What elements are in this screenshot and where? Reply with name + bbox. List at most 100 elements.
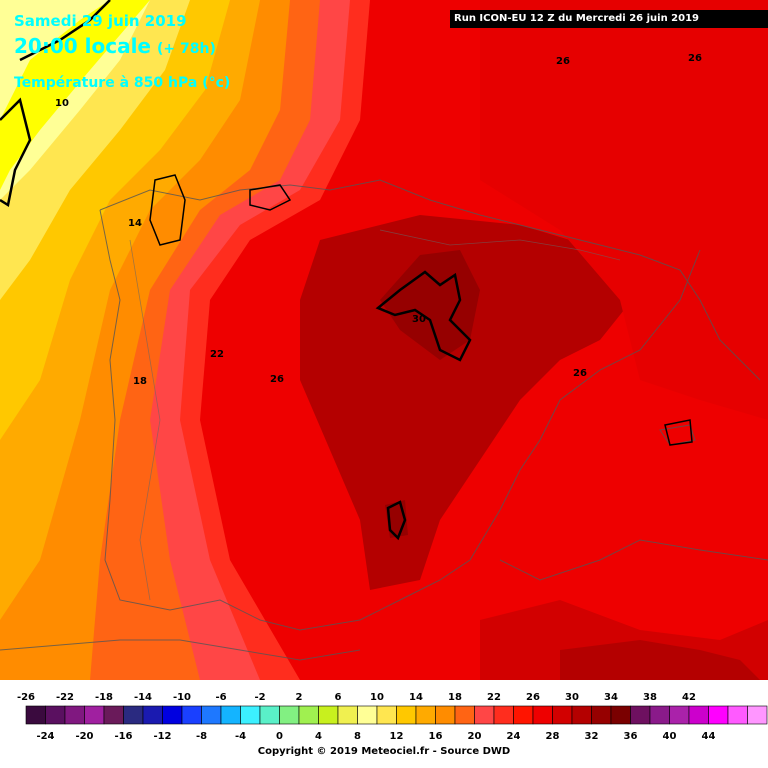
legend-swatch (357, 705, 378, 725)
legend-swatch (337, 705, 358, 725)
iso-label-26-northeast: 26 (688, 53, 702, 64)
legend-swatch (649, 705, 670, 725)
map-parameter: Température à 850 hPa (°c) (14, 75, 231, 91)
legend-bottom-label: -4 (235, 731, 246, 742)
legend-top-label: 2 (296, 692, 303, 703)
legend-bottom-label: -12 (153, 731, 171, 742)
legend-bottom-label: -8 (196, 731, 207, 742)
band-cold-core (0, 0, 150, 190)
isotherm-ring-c (664, 419, 693, 446)
legend-bottom-label: 20 (468, 731, 482, 742)
legend-swatches (25, 705, 768, 725)
iso-label-26-north: 26 (556, 56, 570, 67)
iso-label-18: 18 (133, 376, 147, 387)
legend-bottom-label: -16 (114, 731, 132, 742)
map-date: Samedi 29 juin 2019 (14, 12, 187, 30)
legend-top-label: 30 (565, 692, 579, 703)
iso-label-26-west: 26 (270, 374, 284, 385)
legend-swatch (396, 705, 417, 725)
iso-label-22: 22 (210, 349, 224, 360)
iso-label-26-east: 26 (573, 368, 587, 379)
legend-swatch (298, 705, 319, 725)
isotherm-30 (375, 270, 472, 362)
band-28 (300, 215, 640, 590)
band-northeast (480, 0, 768, 420)
copyright: Copyright © 2019 Meteociel.fr - Source D… (258, 746, 510, 757)
legend-top-labels: -26 -22 -18 -14 -10 -6 -2 2 6 10 14 18 22 26 30 34 38 42 (17, 692, 696, 703)
legend-swatch (474, 705, 495, 725)
legend-swatch (240, 705, 261, 725)
legend-bottom-label: 40 (663, 731, 677, 742)
legend-top-label: -10 (173, 692, 191, 703)
legend-bottom-label: -20 (75, 731, 93, 742)
legend-swatch (493, 705, 514, 725)
coastlines (0, 179, 768, 661)
legend-top-label: -2 (254, 692, 265, 703)
legend-swatch (64, 705, 85, 725)
legend-top-label: -6 (215, 692, 226, 703)
legend-swatch (708, 705, 729, 725)
legend-swatch (571, 705, 592, 725)
temperature-map: 10 14 18 22 26 26 26 30 26 (0, 0, 768, 680)
legend-swatch (123, 705, 144, 725)
legend-bottom-label: 12 (390, 731, 404, 742)
legend-swatch (181, 705, 202, 725)
legend-swatch (220, 705, 241, 725)
legend-swatch (259, 705, 280, 725)
legend-top-label: 22 (487, 692, 501, 703)
legend-swatch (591, 705, 612, 725)
legend-bottom-label: 16 (429, 731, 443, 742)
legend-top-label: 14 (409, 692, 423, 703)
legend-swatch (630, 705, 651, 725)
legend-swatch (279, 705, 300, 725)
legend-top-label: 26 (526, 692, 540, 703)
legend-swatch (103, 705, 124, 725)
legend-top-label: 34 (604, 692, 618, 703)
legend-top-label: 38 (643, 692, 657, 703)
legend-top-label: 10 (370, 692, 384, 703)
legend-bottom-label: 28 (546, 731, 560, 742)
legend-bottom-labels: -24 -20 -16 -12 -8 -4 0 4 8 12 16 20 24 28 32 36 40 44 (36, 731, 715, 742)
color-legend: -26 -22 -18 -14 -10 -6 -2 2 6 10 14 18 22 26 30 34 38 42 … (0, 680, 768, 768)
legend-swatch (162, 705, 183, 725)
isotherm-10 (0, 0, 111, 208)
legend-swatch (376, 705, 397, 725)
iso-label-10: 10 (55, 98, 69, 109)
map-lead-time: (+ 78h) (157, 41, 216, 57)
legend-swatch (201, 705, 222, 725)
legend-top-label: 42 (682, 692, 696, 703)
legend-top-label: -14 (134, 692, 152, 703)
legend-swatch (552, 705, 573, 725)
iso-label-30: 30 (412, 314, 426, 325)
legend-bottom-label: 4 (315, 731, 322, 742)
legend-swatch (415, 705, 436, 725)
legend-swatch (532, 705, 553, 725)
legend-top-label: 6 (335, 692, 342, 703)
legend-swatch (610, 705, 631, 725)
map-time: 20:00 locale (+ 78h) (14, 34, 216, 58)
legend-top-label: -22 (56, 692, 74, 703)
run-info: Run ICON-EU 12 Z du Mercredi 26 juin 201… (450, 10, 768, 28)
legend-bottom-label: -24 (36, 731, 54, 742)
legend-swatch (318, 705, 339, 725)
legend-swatch (727, 705, 748, 725)
legend-swatch (454, 705, 475, 725)
legend-top-label: -26 (17, 692, 35, 703)
legend-swatch (688, 705, 709, 725)
legend-bottom-label: 0 (276, 731, 283, 742)
isotherm-ring-b (249, 184, 292, 211)
legend-swatch (747, 705, 768, 725)
legend-swatch (25, 705, 46, 725)
iso-label-14: 14 (128, 218, 142, 229)
isotherm-30-south (386, 500, 407, 541)
legend-swatch (84, 705, 105, 725)
legend-bottom-label: 44 (702, 731, 716, 742)
legend-bottom-label: 24 (507, 731, 521, 742)
legend-swatch (142, 705, 163, 725)
isotherm-ring-a (149, 174, 186, 246)
legend-top-label: -18 (95, 692, 113, 703)
map-time-value: 20:00 locale (14, 34, 151, 58)
legend-bottom-label: 36 (624, 731, 638, 742)
legend-swatch (45, 705, 66, 725)
